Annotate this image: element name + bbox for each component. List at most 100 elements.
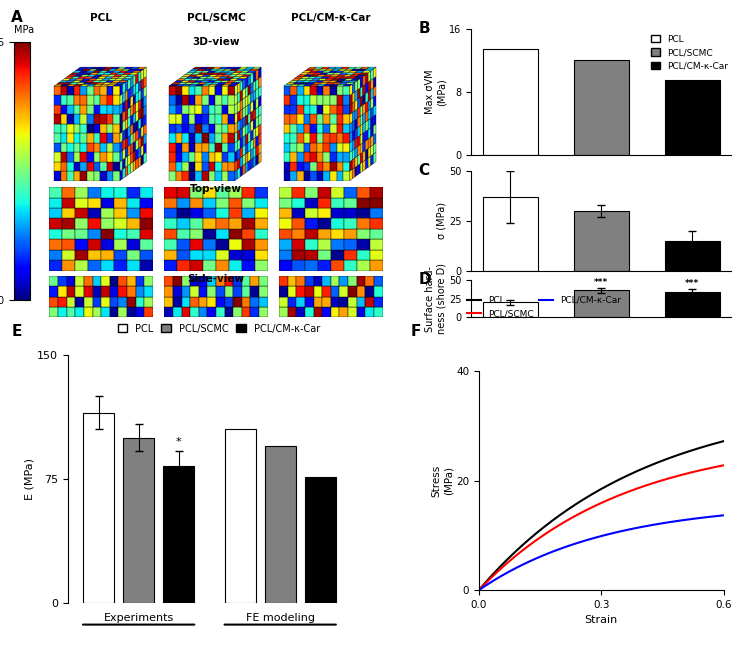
Polygon shape: [128, 79, 130, 90]
Bar: [203, 197, 216, 208]
Bar: [203, 229, 216, 239]
Polygon shape: [209, 114, 215, 124]
Polygon shape: [333, 73, 342, 75]
Polygon shape: [360, 124, 363, 135]
Polygon shape: [93, 84, 103, 86]
Polygon shape: [67, 171, 74, 181]
Polygon shape: [133, 94, 136, 105]
Bar: [93, 307, 101, 317]
Bar: [84, 297, 93, 307]
Polygon shape: [336, 162, 343, 171]
Bar: [199, 286, 207, 297]
Polygon shape: [54, 143, 61, 152]
Polygon shape: [352, 120, 355, 132]
Bar: [127, 197, 140, 208]
Polygon shape: [107, 86, 113, 95]
Polygon shape: [343, 124, 350, 134]
Polygon shape: [284, 171, 290, 181]
Bar: [288, 297, 296, 307]
Polygon shape: [368, 128, 371, 139]
Polygon shape: [236, 79, 245, 81]
Polygon shape: [123, 101, 125, 112]
Polygon shape: [234, 160, 238, 171]
Polygon shape: [91, 67, 100, 69]
Polygon shape: [136, 82, 139, 94]
Polygon shape: [144, 77, 146, 88]
Polygon shape: [317, 152, 323, 162]
Polygon shape: [104, 67, 113, 69]
Polygon shape: [234, 84, 238, 95]
Polygon shape: [330, 124, 336, 134]
Polygon shape: [124, 77, 133, 79]
Polygon shape: [248, 141, 250, 152]
PCL/SCMC: [651, 479, 661, 486]
Polygon shape: [339, 82, 348, 84]
Polygon shape: [240, 118, 243, 130]
Bar: [318, 239, 331, 250]
Polygon shape: [290, 124, 297, 134]
Bar: [374, 286, 382, 297]
Bar: [114, 208, 127, 219]
Polygon shape: [185, 82, 194, 84]
Polygon shape: [54, 95, 61, 105]
Bar: [118, 297, 127, 307]
Polygon shape: [136, 158, 139, 169]
Bar: [140, 261, 153, 271]
Bar: [279, 307, 288, 317]
Polygon shape: [90, 82, 99, 84]
Bar: [339, 297, 348, 307]
Polygon shape: [74, 84, 83, 86]
Bar: [318, 261, 331, 271]
Polygon shape: [209, 152, 215, 162]
Polygon shape: [259, 77, 261, 88]
Polygon shape: [144, 143, 146, 154]
Polygon shape: [318, 69, 327, 71]
Bar: [242, 276, 250, 286]
Polygon shape: [373, 77, 376, 88]
Polygon shape: [72, 77, 81, 79]
Polygon shape: [202, 143, 209, 152]
Polygon shape: [78, 77, 87, 79]
Polygon shape: [215, 171, 222, 181]
Polygon shape: [92, 81, 102, 82]
Polygon shape: [253, 128, 256, 139]
Polygon shape: [120, 75, 129, 77]
Legend: PCL, PCL/SCMC, PCL/CM-κ-Car: PCL, PCL/SCMC, PCL/CM-κ-Car: [648, 31, 732, 74]
Polygon shape: [54, 86, 61, 95]
PCL/SCMC: [554, 522, 563, 530]
Polygon shape: [141, 88, 144, 99]
Polygon shape: [128, 116, 130, 128]
Polygon shape: [182, 171, 188, 181]
Bar: [296, 307, 305, 317]
Polygon shape: [320, 77, 330, 79]
Bar: [203, 208, 216, 219]
Bar: [101, 276, 110, 286]
Polygon shape: [259, 95, 261, 107]
Bar: [255, 208, 268, 219]
Polygon shape: [366, 130, 368, 141]
Text: ***: ***: [594, 277, 608, 286]
Polygon shape: [81, 95, 87, 105]
Polygon shape: [299, 82, 309, 84]
Polygon shape: [198, 82, 207, 84]
Polygon shape: [107, 105, 113, 114]
Polygon shape: [284, 114, 290, 124]
Polygon shape: [194, 71, 204, 73]
Bar: [173, 286, 182, 297]
Polygon shape: [72, 71, 81, 73]
Polygon shape: [342, 81, 351, 82]
Polygon shape: [330, 171, 336, 181]
Polygon shape: [355, 166, 357, 177]
Polygon shape: [100, 114, 107, 124]
Polygon shape: [308, 67, 317, 69]
Polygon shape: [323, 105, 330, 114]
Polygon shape: [259, 86, 261, 97]
Polygon shape: [88, 79, 97, 81]
Bar: [339, 307, 348, 317]
Bar: [305, 187, 318, 197]
Polygon shape: [240, 128, 243, 139]
Bar: [190, 229, 203, 239]
Polygon shape: [176, 114, 182, 124]
Polygon shape: [310, 95, 317, 105]
Polygon shape: [229, 79, 239, 81]
